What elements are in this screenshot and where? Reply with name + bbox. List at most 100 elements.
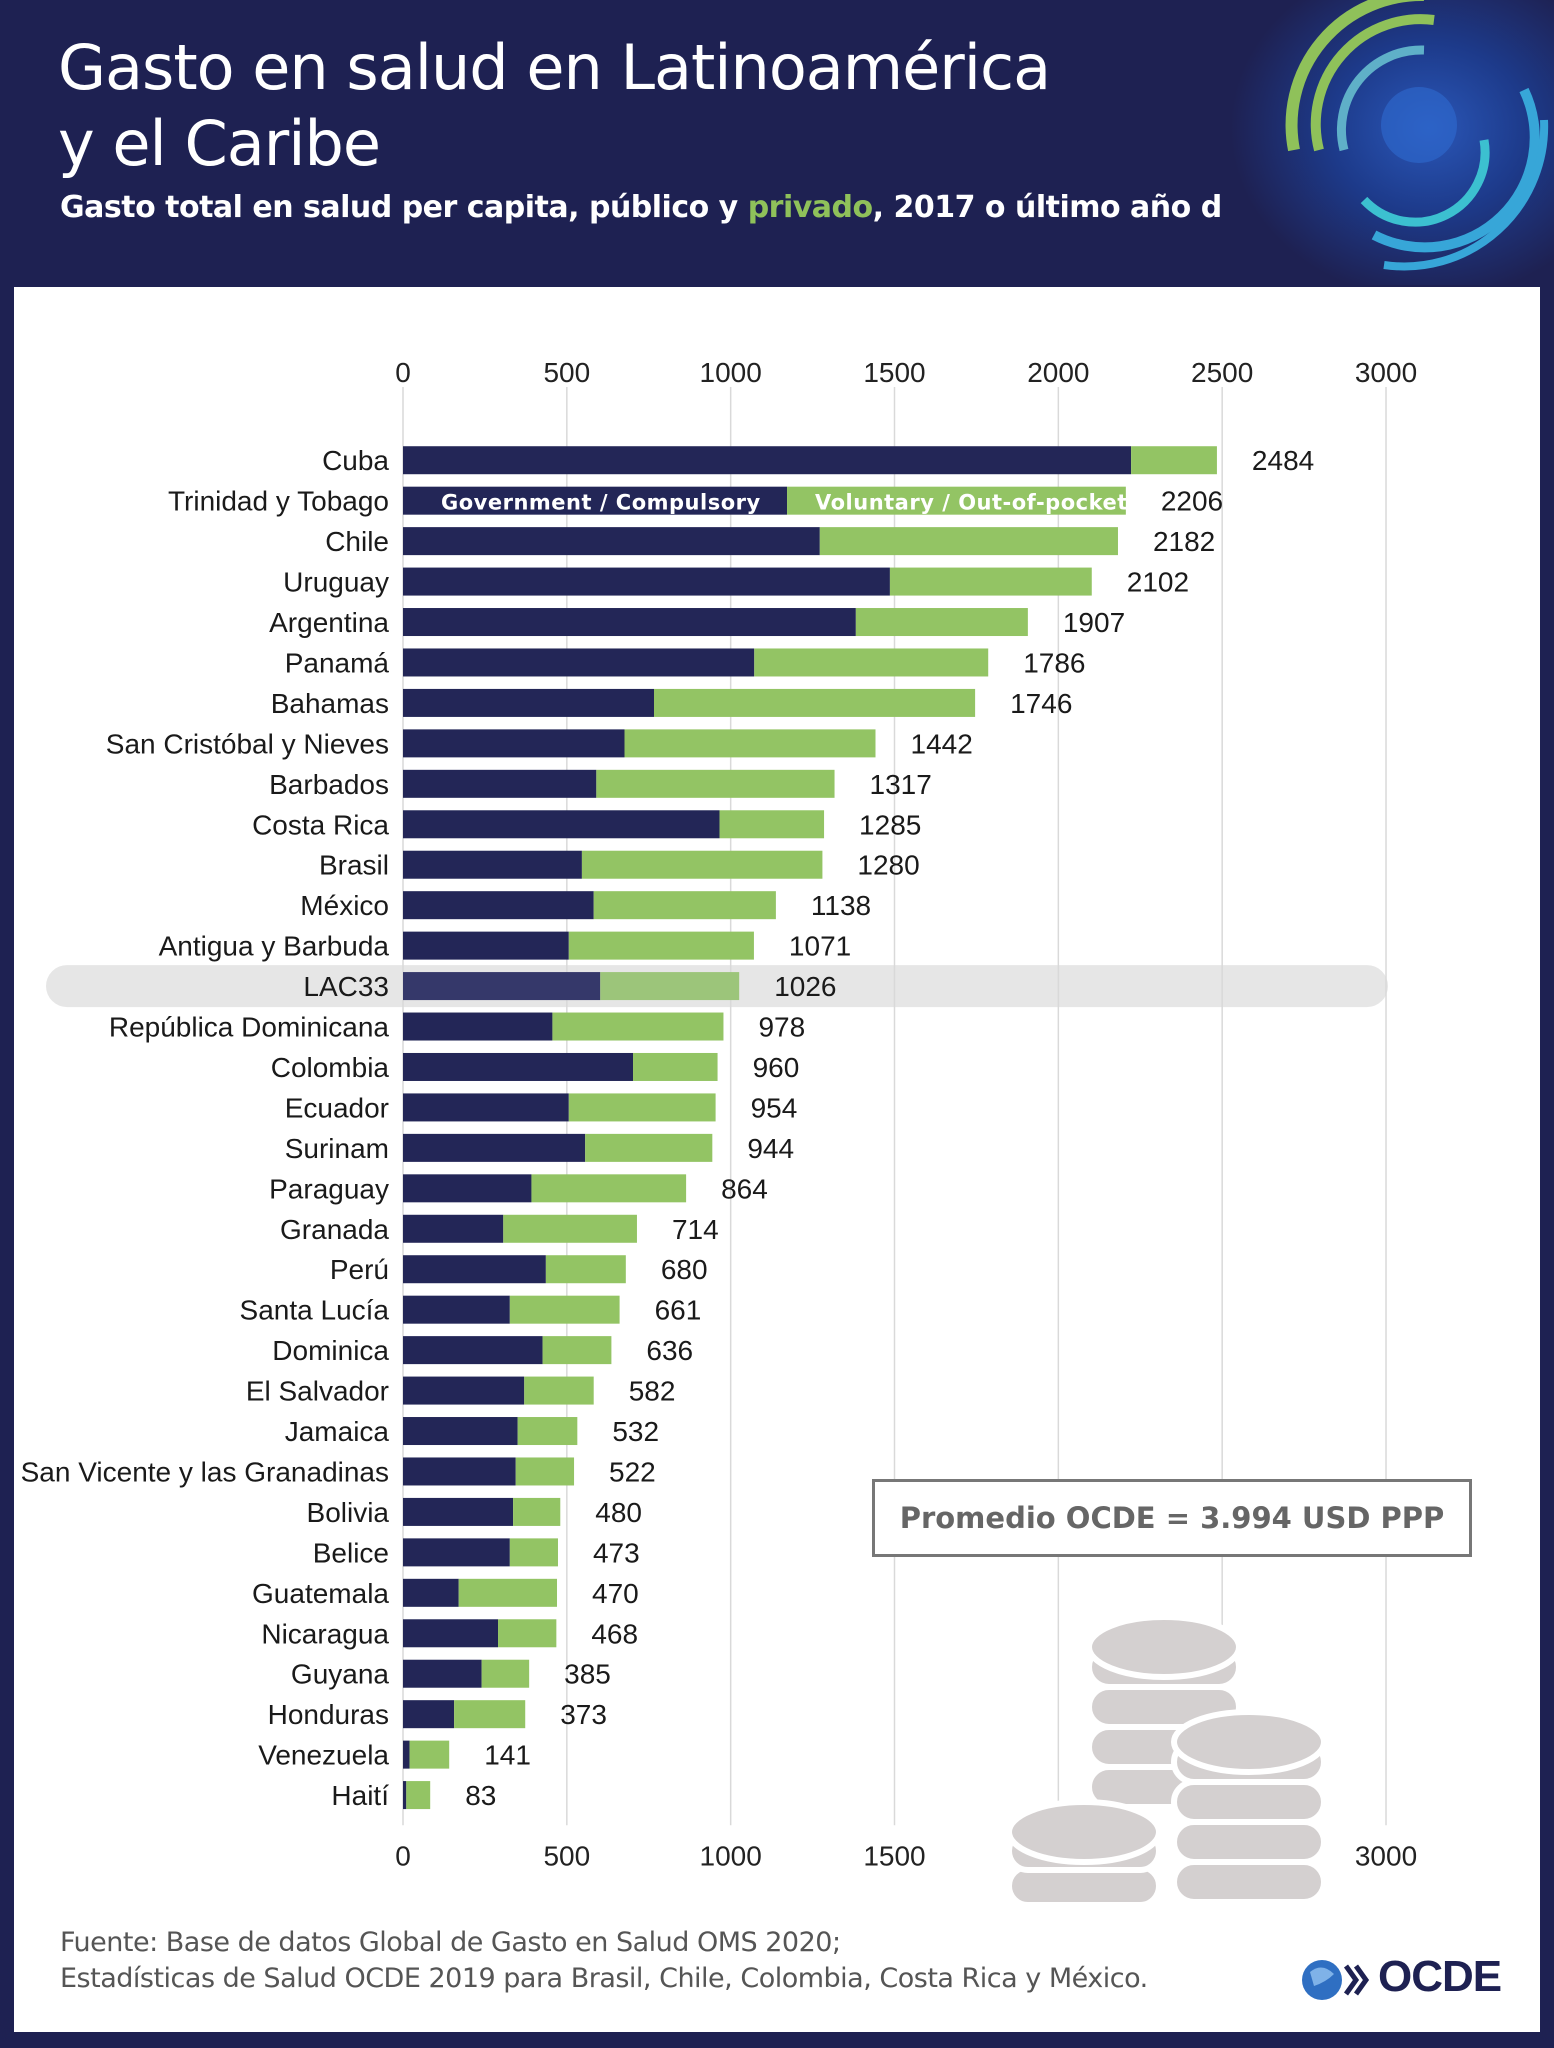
x-tick-label-bottom: 1000	[700, 1840, 762, 1871]
logo-text: OCDE	[1378, 1952, 1502, 2001]
bar-voluntary	[819, 527, 1118, 556]
category-label: Granada	[280, 1214, 389, 1245]
total-value-label: 470	[592, 1578, 639, 1609]
category-label: Argentina	[269, 607, 389, 638]
bar-voluntary	[568, 931, 754, 960]
coins-icon	[1006, 1614, 1327, 1908]
total-value-label: 1026	[774, 971, 836, 1002]
bar-government	[403, 1578, 459, 1607]
bar-government	[403, 1295, 510, 1324]
category-label: Cuba	[322, 445, 389, 476]
category-label: Haití	[331, 1780, 389, 1811]
subtitle-highlight: privado	[747, 190, 873, 225]
decorative-rings-icon	[1224, 0, 1554, 285]
total-value-label: 1442	[911, 728, 973, 759]
bar-government	[403, 688, 654, 717]
bar-voluntary	[531, 1174, 687, 1203]
bar-government	[403, 1174, 532, 1203]
category-label: Santa Lucía	[240, 1295, 390, 1326]
bar-voluntary	[515, 1457, 575, 1486]
bar-government	[403, 1093, 569, 1122]
source-line-1: Fuente: Base de datos Global de Gasto en…	[60, 1927, 841, 1958]
x-tick-label-top: 3000	[1355, 357, 1417, 388]
page-title: Gasto en salud en Latinoamérica y el Car…	[58, 30, 1051, 182]
bar-voluntary	[568, 1093, 716, 1122]
category-label: El Salvador	[246, 1376, 389, 1407]
ocde-logo: OCDE	[1300, 1950, 1510, 2010]
category-label: Ecuador	[285, 1092, 389, 1123]
total-value-label: 960	[753, 1052, 800, 1083]
bar-voluntary	[754, 648, 989, 677]
total-value-label: 582	[629, 1376, 676, 1407]
total-value-label: 2182	[1153, 526, 1215, 557]
bar-government	[403, 850, 582, 879]
bar-voluntary	[545, 1255, 626, 1284]
source-line-2: Estadísticas de Salud OCDE 2019 para Bra…	[60, 1963, 1148, 1994]
bar-voluntary	[503, 1214, 637, 1243]
bar-voluntary	[513, 1497, 561, 1526]
bar-voluntary	[552, 1012, 724, 1041]
category-label: Costa Rica	[252, 809, 389, 840]
bar-voluntary	[481, 1659, 530, 1688]
x-tick-label-bottom: 500	[543, 1840, 590, 1871]
source-note: Fuente: Base de datos Global de Gasto en…	[60, 1925, 1148, 1997]
bar-voluntary	[600, 972, 740, 1001]
bar-government	[403, 1781, 407, 1810]
bar-government	[403, 1457, 516, 1486]
bar-government	[403, 1012, 553, 1041]
bar-voluntary	[406, 1781, 431, 1810]
chart-panel: 0050050010001000150015002000200025002500…	[14, 287, 1540, 2032]
category-label: Colombia	[271, 1052, 390, 1083]
bar-voluntary	[889, 567, 1092, 596]
coin-stack-left	[1006, 1799, 1162, 1908]
x-tick-label-bottom: 0	[395, 1840, 411, 1871]
bar-government	[403, 729, 625, 758]
category-label: Uruguay	[283, 567, 389, 598]
category-label: Chile	[325, 526, 389, 557]
total-value-label: 2206	[1161, 486, 1223, 517]
legend-label-voluntary: Voluntary / Out-of-pocket	[815, 491, 1128, 515]
total-value-label: 141	[484, 1740, 531, 1771]
bar-voluntary	[719, 810, 825, 839]
total-value-label: 1907	[1063, 607, 1125, 638]
bar-government	[403, 769, 597, 798]
bar-government	[403, 1052, 634, 1081]
ocde-average-callout: Promedio OCDE = 3.994 USD PPP	[872, 1479, 1472, 1557]
bar-voluntary	[454, 1700, 526, 1729]
bar-government	[403, 446, 1132, 475]
category-label: San Cristóbal y Nieves	[106, 728, 389, 759]
total-value-label: 680	[661, 1254, 708, 1285]
category-label: Perú	[330, 1254, 389, 1285]
bar-voluntary	[624, 729, 876, 758]
bar-voluntary	[509, 1295, 620, 1324]
total-value-label: 480	[595, 1497, 642, 1528]
bar-voluntary	[596, 769, 835, 798]
category-label: Paraguay	[269, 1173, 389, 1204]
total-value-label: 1138	[811, 890, 871, 921]
total-value-label: 83	[465, 1780, 496, 1811]
title-line-1: Gasto en salud en Latinoamérica	[58, 31, 1051, 104]
x-tick-label-top: 2500	[1191, 357, 1253, 388]
total-value-label: 636	[646, 1335, 693, 1366]
bar-voluntary	[1131, 446, 1217, 475]
total-value-label: 1317	[870, 769, 932, 800]
bar-voluntary	[653, 688, 976, 717]
category-label: Antigua y Barbuda	[159, 931, 390, 962]
category-label: Dominica	[272, 1335, 389, 1366]
total-value-label: 864	[721, 1173, 768, 1204]
category-label: Nicaragua	[261, 1618, 389, 1649]
total-value-label: 1280	[857, 850, 919, 881]
coin-stack-back	[1086, 1614, 1242, 1810]
bar-voluntary	[542, 1336, 612, 1365]
category-label: Trinidad y Tobago	[168, 486, 389, 517]
subtitle-part-1: Gasto total en salud per capita, público…	[60, 190, 748, 225]
bar-voluntary	[787, 486, 1126, 515]
category-label: Honduras	[268, 1699, 389, 1730]
bar-government	[403, 486, 788, 515]
bar-government	[403, 1659, 482, 1688]
category-label: República Dominicana	[109, 1012, 390, 1043]
x-tick-label-top: 2000	[1027, 357, 1089, 388]
bar-government	[403, 1133, 586, 1162]
bar-government	[403, 1376, 525, 1405]
total-value-label: 385	[564, 1659, 611, 1690]
